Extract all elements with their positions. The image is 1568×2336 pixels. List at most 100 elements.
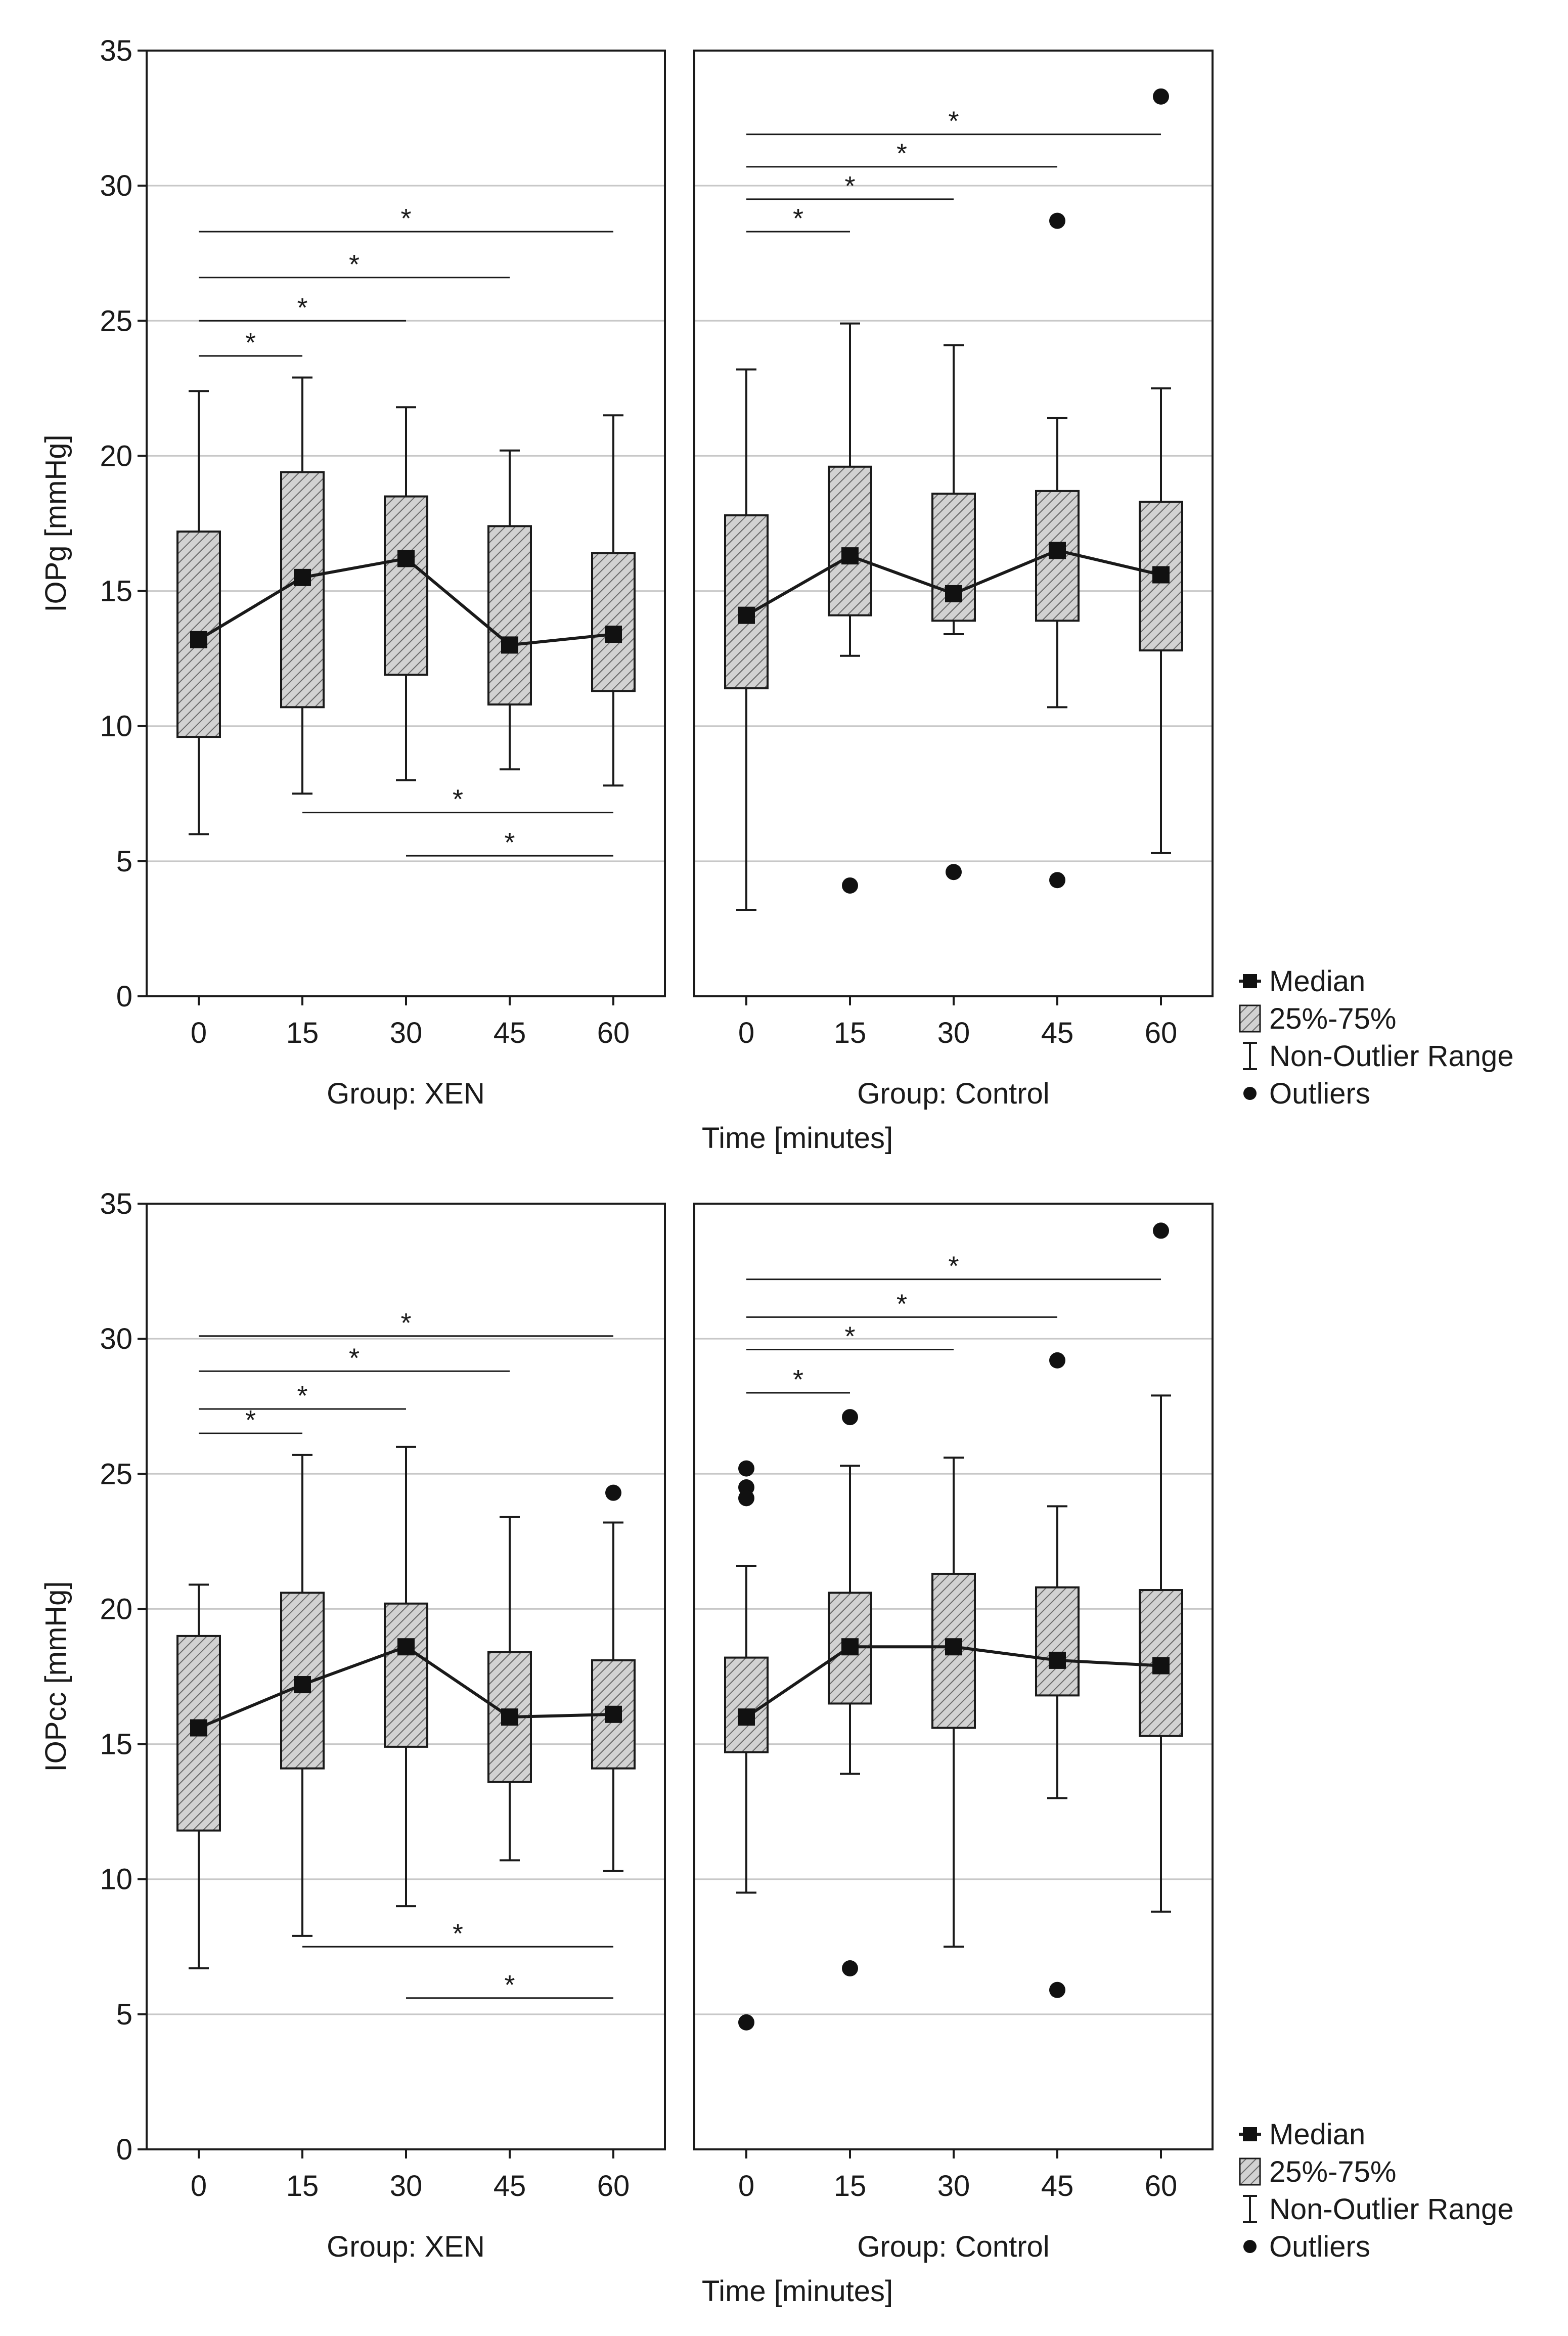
legend-outlier-dot [1243, 2240, 1257, 2253]
outlier-point [605, 1484, 621, 1501]
chart-root: IOPg [mmHg] 0 5 10 15 20 25 30 35 0 15 30 45 60 Group:… [39, 34, 1514, 2308]
iqr-box [724, 1656, 769, 1753]
legend-item-whisker: Non-Outlier Range [1243, 2193, 1514, 2226]
box-30 [384, 1445, 428, 1908]
y-tick-label: 10 [100, 710, 132, 743]
significance-star: * [349, 1343, 360, 1373]
chart-2: IOPcc [mmHg] 0 5 10 15 20 25 30 35 0 15 30 45 60 Group… [39, 1187, 1514, 2308]
x-tick-label: 60 [1145, 1017, 1178, 1049]
median-marker [1049, 542, 1066, 559]
legend-item-median: Median [1239, 965, 1365, 998]
outlier-point [842, 1960, 858, 1977]
y-tick-label: 15 [100, 1728, 132, 1761]
significance-star: * [349, 249, 360, 280]
box-0 [724, 368, 769, 911]
significance-star: * [453, 784, 463, 815]
legend-outlier-dot [1243, 1087, 1257, 1100]
median-marker [294, 1676, 311, 1694]
group-label: Group: Control [857, 1077, 1049, 1110]
x-tick-label: 0 [191, 2170, 207, 2202]
median-marker [1152, 1657, 1170, 1674]
median-marker [501, 636, 518, 654]
iqr-box [384, 1602, 428, 1748]
legend-label: Outliers [1269, 2230, 1370, 2263]
legend-item-median: Median [1239, 2118, 1365, 2151]
median-marker [501, 1708, 518, 1726]
significance-star: * [793, 203, 803, 234]
box-15 [828, 1465, 872, 1775]
legend-item-whisker: Non-Outlier Range [1243, 1040, 1514, 1073]
panel-control: 0 15 30 45 60 Group: Control * * * * [693, 50, 1214, 1110]
median-marker [190, 1719, 207, 1737]
outlier-point [1049, 1981, 1065, 1998]
x-tick-label: 15 [834, 1017, 867, 1049]
significance-star: * [793, 1364, 803, 1395]
median-marker [1049, 1651, 1066, 1669]
x-tick-label: 60 [597, 1017, 630, 1049]
panel-control: 0 15 30 45 60 Group: Control * * * * [693, 1203, 1214, 2263]
x-tick-label: 15 [834, 2170, 867, 2202]
iqr-box [487, 525, 532, 706]
legend-item-box: 25%-75% [1239, 1002, 1396, 1035]
outlier-point [1153, 88, 1169, 105]
x-tick-label: 30 [937, 2170, 970, 2202]
x-tick-label: 15 [286, 2170, 319, 2202]
significance-star: * [297, 292, 307, 323]
iqr-box [828, 465, 872, 616]
outlier-point [1049, 1352, 1065, 1369]
median-marker [294, 568, 311, 586]
box-15 [280, 376, 325, 795]
median-marker [841, 547, 859, 565]
legend-label: Median [1269, 965, 1365, 998]
y-tick-label: 15 [100, 575, 132, 608]
x-tick-label: 30 [937, 1017, 970, 1049]
median-marker [945, 1638, 962, 1656]
legend-label: Non-Outlier Range [1269, 2193, 1514, 2226]
box-45 [487, 449, 532, 771]
significance-star: * [245, 328, 256, 358]
x-tick-label: 45 [1041, 2170, 1074, 2202]
median-marker [945, 585, 962, 602]
median-marker [841, 1638, 859, 1656]
iqr-box [1035, 1586, 1080, 1697]
box-0 [176, 1583, 221, 1970]
legend: Median 25%-75% Non-Outlier Range Outliers [1239, 2118, 1514, 2263]
median-marker [605, 626, 622, 643]
significance-star: * [948, 1251, 959, 1282]
significance-star: * [504, 1970, 515, 2000]
median-marker [738, 1708, 755, 1726]
outlier-point [842, 1409, 858, 1426]
y-tick-label: 5 [116, 845, 132, 878]
x-tick-label: 45 [494, 1017, 526, 1049]
group-label: Group: XEN [327, 1077, 485, 1110]
legend: Median 25%-75% Non-Outlier Range Outliers [1239, 965, 1514, 1110]
legend-box-swatch [1239, 2157, 1261, 2186]
outlier-point [1049, 212, 1065, 229]
group-label: Group: Control [857, 2230, 1049, 2263]
y-tick-label: 0 [116, 980, 132, 1013]
box-45 [1035, 417, 1080, 709]
legend-label: Outliers [1269, 1077, 1370, 1110]
box-60 [591, 1521, 636, 1872]
significance-star: * [245, 1405, 256, 1435]
y-axis-label: IOPcc [mmHg] [39, 1581, 72, 1772]
x-tick-label: 15 [286, 1017, 319, 1049]
x-axis-label: Time [minutes] [702, 2275, 893, 2308]
significance-star: * [297, 1381, 307, 1411]
outlier-point [842, 877, 858, 894]
median-marker [738, 606, 755, 624]
y-tick-label: 35 [100, 34, 132, 67]
legend-item-box: 25%-75% [1239, 2155, 1396, 2188]
box-45 [1035, 1505, 1080, 1799]
legend-median-marker [1243, 974, 1257, 988]
significance-star: * [844, 171, 855, 201]
box-0 [724, 1564, 769, 1894]
y-tick-label: 0 [116, 2133, 132, 2166]
x-tick-label: 45 [494, 2170, 526, 2202]
x-tick-label: 0 [191, 1017, 207, 1049]
box-60 [1139, 1394, 1183, 1913]
outlier-point [738, 1490, 754, 1507]
median-marker [1152, 566, 1170, 584]
box-15 [280, 1453, 325, 1937]
